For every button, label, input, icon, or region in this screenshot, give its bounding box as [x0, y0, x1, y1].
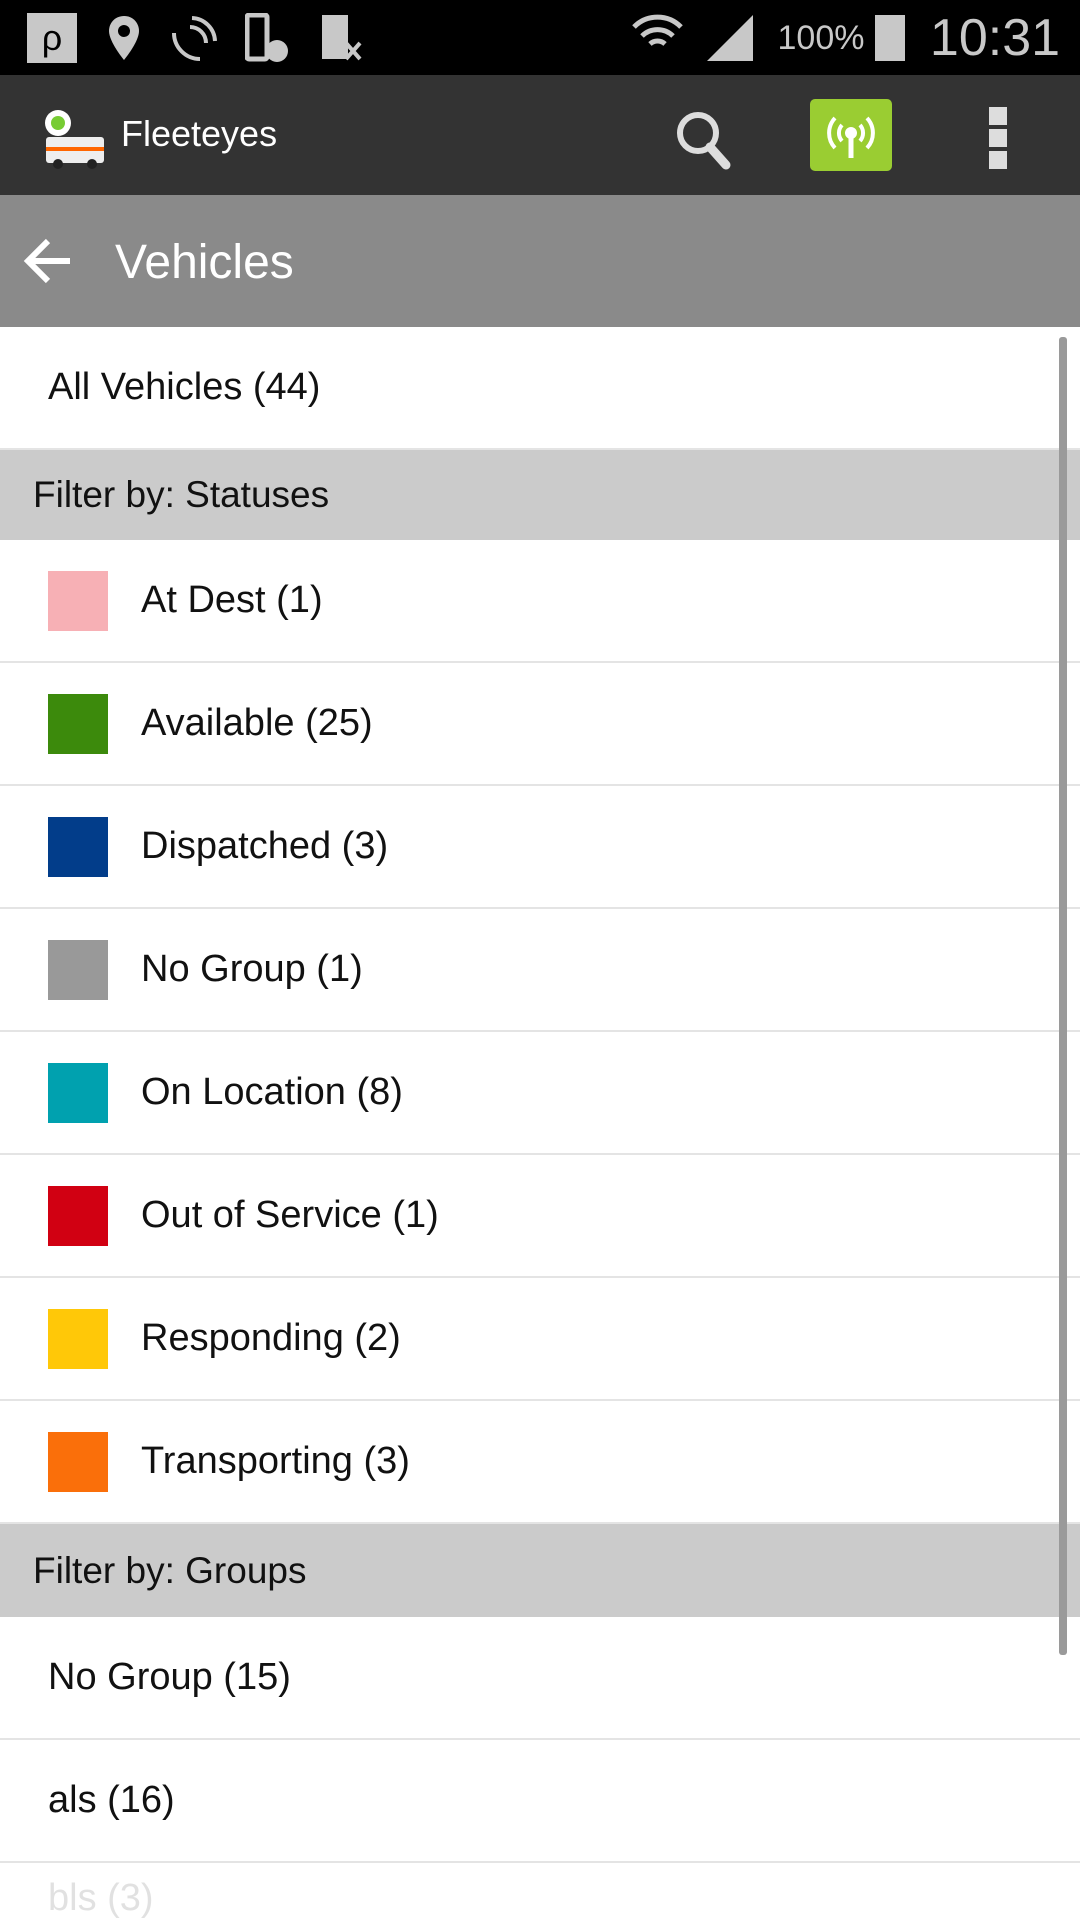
clock: 10:31: [929, 9, 1061, 67]
status-label: Transporting (3): [141, 1440, 410, 1482]
p-app-icon: ρ: [27, 13, 77, 63]
status-label: Available (25): [141, 702, 373, 744]
antenna-icon: [827, 116, 875, 158]
overflow-menu-icon: [989, 107, 1007, 169]
status-color-swatch: [48, 570, 108, 631]
group-label: als (16): [48, 1779, 175, 1821]
status-filter-item[interactable]: At Dest (1): [0, 540, 1080, 663]
status-label: On Location (8): [141, 1071, 403, 1113]
status-color-swatch: [48, 939, 108, 1000]
group-filter-item[interactable]: bls (3): [0, 1863, 1080, 1920]
group-label: No Group (15): [48, 1656, 291, 1698]
status-bar: ρ 100% 10:31: [0, 0, 1080, 75]
group-filter-item[interactable]: No Group (15): [0, 1617, 1080, 1740]
all-vehicles-item[interactable]: All Vehicles (44): [0, 327, 1080, 450]
battery-text: 100%: [777, 18, 865, 57]
arrow-left-icon: [23, 238, 70, 284]
statuses-section-header: Filter by: Statuses: [0, 450, 1080, 540]
group-filter-item[interactable]: als (16): [0, 1740, 1080, 1863]
status-color-swatch: [48, 1431, 108, 1492]
status-label: Dispatched (3): [141, 825, 389, 867]
app-bar: Fleeteyes: [0, 75, 1080, 195]
status-filter-item[interactable]: Responding (2): [0, 1278, 1080, 1401]
status-label: Responding (2): [141, 1317, 401, 1359]
search-icon: [677, 112, 731, 170]
status-color-swatch: [48, 816, 108, 877]
status-color-swatch: [48, 1308, 108, 1369]
status-label: At Dest (1): [141, 579, 323, 621]
group-label: bls (3): [48, 1877, 154, 1919]
phone-clock-icon: [245, 13, 290, 62]
wifi-icon: [630, 14, 685, 62]
status-color-swatch: [48, 1062, 108, 1123]
battery-icon: [873, 14, 907, 62]
vehicles-header: Vehicles: [0, 195, 1080, 327]
groups-section-header: Filter by: Groups: [0, 1524, 1080, 1617]
status-label: Out of Service (1): [141, 1194, 439, 1236]
signal-icon: [705, 14, 755, 62]
status-filter-item[interactable]: Dispatched (3): [0, 786, 1080, 909]
connection-status-button[interactable]: [810, 99, 892, 171]
status-color-swatch: [48, 1185, 108, 1246]
status-filter-item[interactable]: On Location (8): [0, 1032, 1080, 1155]
app-title: Fleeteyes: [121, 113, 278, 154]
status-filter-item[interactable]: No Group (1): [0, 909, 1080, 1032]
status-filter-item[interactable]: Out of Service (1): [0, 1155, 1080, 1278]
status-color-swatch: [48, 693, 108, 754]
status-label: No Group (1): [141, 948, 363, 990]
status-filter-item[interactable]: Available (25): [0, 663, 1080, 786]
page-title: Vehicles: [115, 236, 294, 289]
overflow-menu-button[interactable]: [985, 105, 1013, 171]
status-filter-item[interactable]: Transporting (3): [0, 1401, 1080, 1524]
sim-off-icon: [320, 14, 365, 62]
location-pin-icon: [104, 14, 144, 62]
scrollbar[interactable]: [1059, 337, 1067, 1655]
search-button[interactable]: [670, 105, 740, 175]
fleeteyes-ambulance-logo: [38, 101, 108, 169]
satellite-icon: [170, 14, 220, 62]
back-button[interactable]: [20, 235, 76, 287]
all-vehicles-label: All Vehicles (44): [48, 366, 321, 408]
